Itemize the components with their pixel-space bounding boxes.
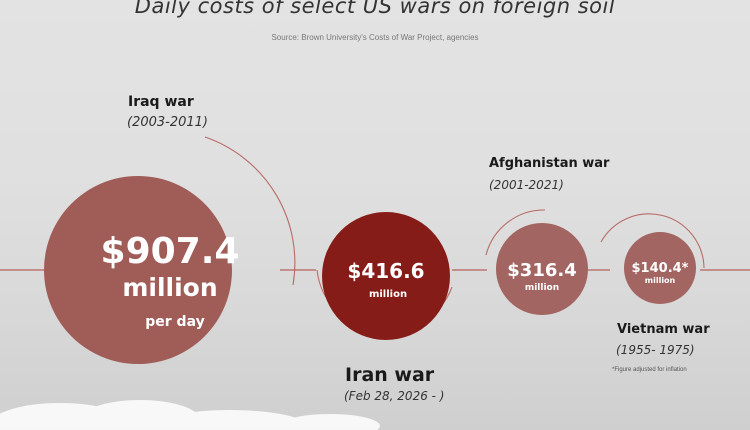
bubble-iran xyxy=(322,212,450,340)
value-iran: $416.6 xyxy=(347,259,424,283)
rings xyxy=(204,136,705,333)
label-afghanistan: Afghanistan war xyxy=(489,156,610,171)
unit-afghanistan: million xyxy=(525,283,559,293)
years-vietnam: (1955- 1975) xyxy=(616,343,695,357)
bubble-afghanistan xyxy=(496,223,588,315)
bubble-iraq xyxy=(44,176,232,364)
unit-vietnam: million xyxy=(645,276,676,285)
years-iran: (Feb 28, 2026 - ) xyxy=(344,389,444,403)
footnote: *Figure adjusted for inflation xyxy=(612,367,687,373)
chart-title: Daily costs of select US wars on foreign… xyxy=(134,0,616,18)
label-iraq: Iraq war xyxy=(128,94,194,110)
years-afghanistan: (2001-2021) xyxy=(489,178,564,192)
value-vietnam: $140.4* xyxy=(632,261,689,276)
bubble-vietnam xyxy=(624,232,696,304)
unit-iran: million xyxy=(369,289,407,300)
cloud-decoration xyxy=(0,400,380,430)
chart-source: Source: Brown University's Costs of War … xyxy=(271,33,479,42)
label-vietnam: Vietnam war xyxy=(617,322,710,337)
label-iran: Iran war xyxy=(345,364,435,386)
years-iraq: (2003-2011) xyxy=(127,115,208,130)
value-iraq: $907.4 xyxy=(101,231,240,272)
value-afghanistan: $316.4 xyxy=(507,260,576,281)
extra-iraq: per day xyxy=(145,314,204,330)
unit-iraq: million xyxy=(122,273,217,302)
